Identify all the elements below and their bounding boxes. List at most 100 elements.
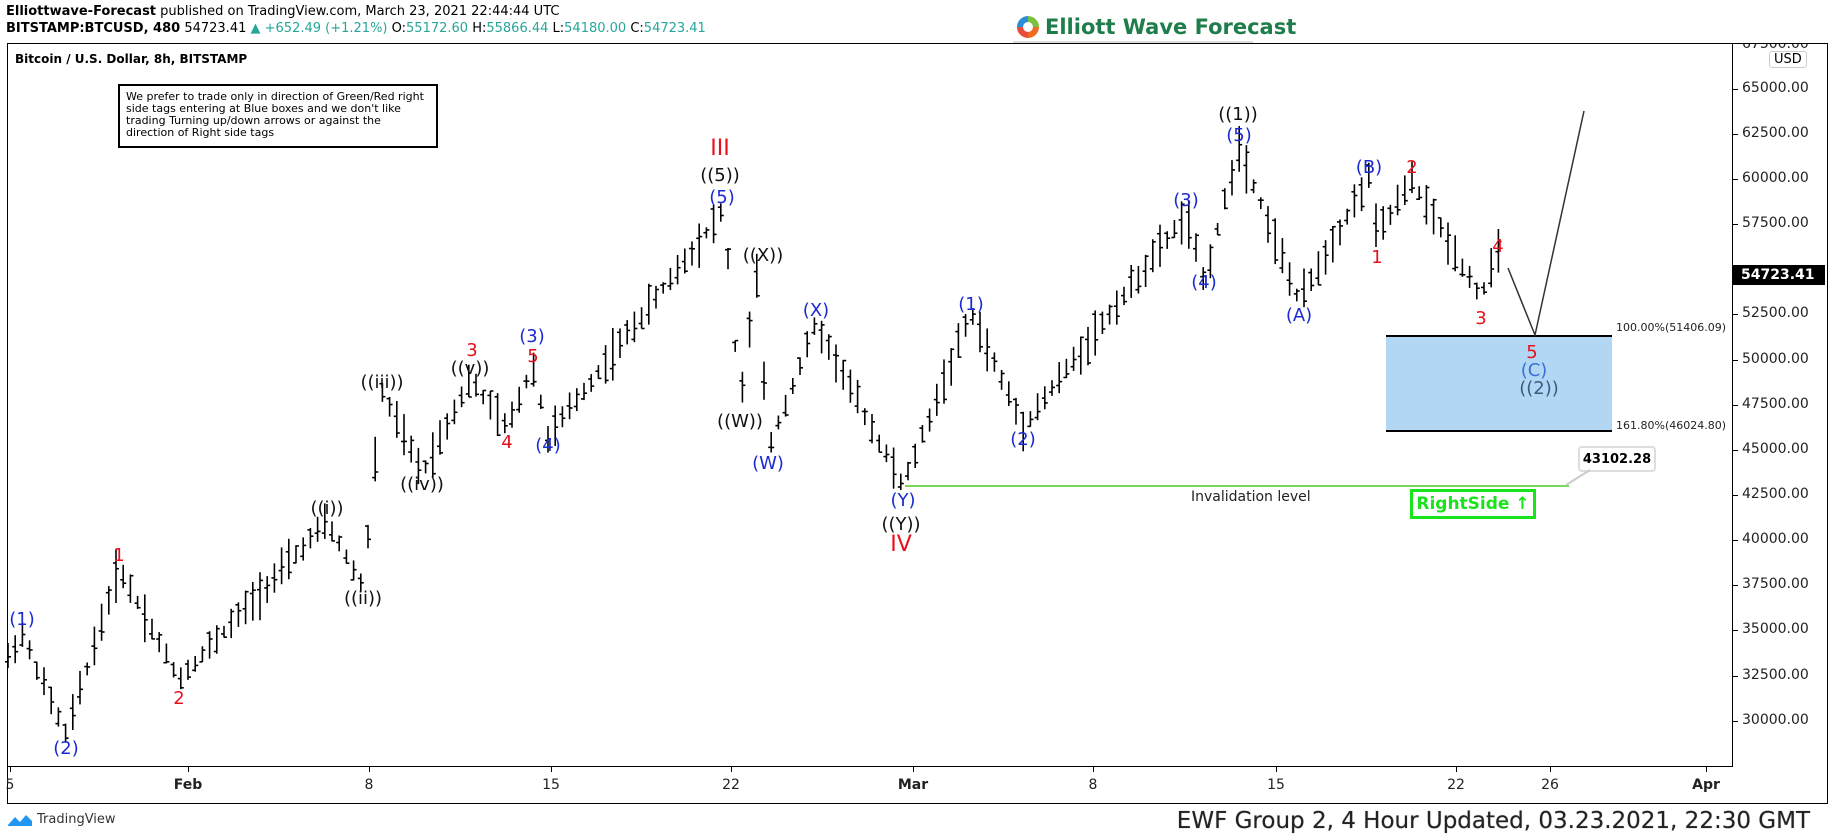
chart-pane[interactable] [7,43,1733,767]
wave-label: (B) [1355,157,1383,178]
publish-text: published on TradingView.com, March 23, … [160,4,560,19]
symbol-info: BITSTAMP:BTCUSD, 480 54723.41 ▲ +652.49 … [6,21,706,36]
pane-title: Bitcoin / U.S. Dollar, 8h, BITSTAMP [15,52,248,66]
time-tick [188,767,189,772]
price-tick-label: 42500.00 [1742,485,1809,502]
wave-label: ((2)) [1519,378,1559,399]
time-tick-label: 22 [1447,777,1465,793]
tradingview-text: TradingView [37,812,116,827]
wave-label: IV [890,532,912,557]
time-tick [1456,767,1457,772]
wave-label: 4 [1492,236,1504,257]
tradingview-logo-icon [8,814,32,826]
price-tick [1733,88,1738,90]
update-info: EWF Group 2, 4 Hour Updated, 03.23.2021,… [1176,808,1810,834]
low-value: 54180.00 [564,21,627,36]
wave-label: 2 [173,688,185,709]
time-tick [1093,767,1094,772]
price-tick [1733,630,1738,632]
price-tick [1733,540,1738,542]
price-tick-label: 62500.00 [1742,124,1809,141]
rightside-tag: RightSide ↑ [1410,489,1536,519]
wave-label: (3) [1173,190,1199,211]
wave-label: (5) [709,187,735,208]
wave-label: 3 [1475,308,1487,329]
wave-label: ((X)) [742,245,784,266]
ewf-logo: Elliott Wave Forecast [1015,14,1296,40]
time-tick-label: 26 [1541,777,1559,793]
price-tick [1733,494,1738,496]
wave-label: ((iv)) [400,474,444,495]
time-tick-label: 8 [1088,777,1098,793]
price-tick-label: 50000.00 [1742,350,1809,367]
close-label: C: [630,21,644,36]
high-value: 55866.44 [486,21,549,36]
low-label: L: [552,21,565,36]
price-tick-label: 35000.00 [1742,621,1809,638]
wave-label: (X) [802,300,830,321]
time-tick-label: 22 [722,777,740,793]
time-tick [10,767,11,772]
wave-label: (5) [1226,125,1252,146]
wave-label: (W) [752,453,784,474]
wave-label: 3 [466,340,478,361]
time-tick-label: Mar [897,777,929,793]
wave-label: ((iii)) [360,372,404,393]
current-price-tag: 54723.41 [1733,265,1825,285]
publisher-name[interactable]: Elliottwave-Forecast [6,4,157,19]
rightside-label: RightSide [1416,494,1510,514]
price-tick [1733,404,1738,406]
price-tick-label: 52500.00 [1742,305,1809,322]
logo-underline [1013,41,1253,43]
wave-label: (3) [519,326,545,347]
wave-label: III [710,136,730,161]
price-tick [1733,314,1738,316]
time-tick-label: 15 [542,777,560,793]
invalidation-line [905,485,1569,487]
price-tick [1733,585,1738,587]
invalidation-price-callout: 43102.28 [1578,446,1656,472]
price-tick-label: 37500.00 [1742,576,1809,593]
last-price: 54723.41 [184,21,247,36]
wave-label: ((i)) [310,498,344,519]
price-tick-label: 30000.00 [1742,711,1809,728]
wave-label: (1) [9,609,35,630]
publish-info: Elliottwave-Forecast published on Tradin… [6,4,559,19]
wave-label: 5 [527,346,539,367]
up-arrow-icon: ▲ [250,21,261,36]
wave-label: ((ii)) [343,588,383,609]
currency-button[interactable]: USD [1769,51,1807,68]
fib-100-label: 100.00%(51406.09) [1616,321,1727,334]
tradingview-brand[interactable]: TradingView [7,812,116,827]
price-tick [1733,449,1738,451]
wave-label: (Y) [890,490,916,511]
open-label: O: [391,21,407,36]
price-tick-label: 45000.00 [1742,440,1809,457]
price-tick-label: 47500.00 [1742,395,1809,412]
fib-161-label: 161.80%(46024.80) [1616,419,1727,432]
price-tick-label: 67500.00 [1742,36,1809,52]
wave-label: (2) [1010,429,1036,450]
time-tick [551,767,552,772]
time-tick [731,767,732,772]
time-tick-label: 15 [1267,777,1285,793]
time-tick-label: Feb [173,777,203,793]
time-tick [1706,767,1707,772]
price-tick [1733,720,1738,722]
wave-label: (4) [1191,272,1217,293]
trading-note: We prefer to trade only in direction of … [118,84,438,148]
wave-label: (A) [1285,305,1313,326]
price-tick [1733,359,1738,361]
time-tick-label: 8 [364,777,374,793]
wave-label: 2 [1406,157,1418,178]
time-tick [1276,767,1277,772]
price-tick-label: 32500.00 [1742,666,1809,683]
invalidation-label: Invalidation level [1191,489,1311,505]
high-label: H: [472,21,487,36]
wave-label: 1 [113,545,125,566]
wave-label: ((W)) [717,411,763,432]
symbol: BITSTAMP:BTCUSD, 480 [6,21,181,36]
price-tick-label: 40000.00 [1742,531,1809,548]
price-tick [1733,133,1738,135]
